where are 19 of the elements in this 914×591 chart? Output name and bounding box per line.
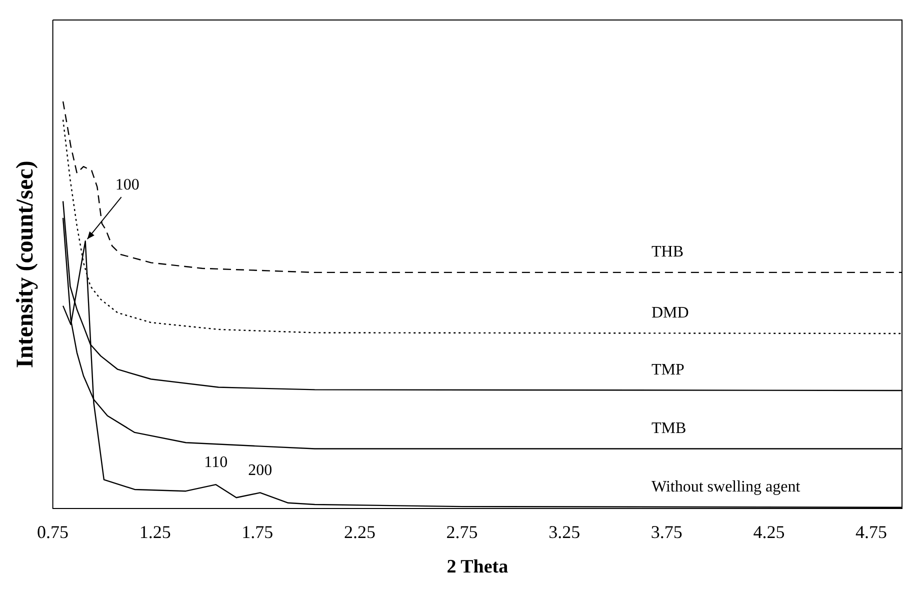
series-label: TMP <box>651 362 684 379</box>
annotation: 110 <box>204 454 228 471</box>
series-label: Without swelling agent <box>651 478 801 496</box>
x-tick-label: 0.75 <box>37 522 69 542</box>
x-axis-title: 2 Theta <box>446 556 509 578</box>
series-label: THB <box>651 244 684 261</box>
x-tick-label: 1.75 <box>242 522 274 542</box>
x-tick-label: 2.75 <box>446 522 478 542</box>
x-tick-label: 3.25 <box>548 522 580 542</box>
x-tick-label: 2.25 <box>344 522 376 542</box>
annotation: 200 <box>248 462 272 479</box>
annotation: 100 <box>115 176 140 194</box>
series-label: TMB <box>651 420 686 437</box>
x-tick-label: 1.25 <box>139 522 171 542</box>
y-axis-title: Intensity (count/sec) <box>12 160 39 368</box>
series-label: DMD <box>651 304 689 322</box>
x-tick-label: 4.25 <box>753 522 785 542</box>
x-tick-label: 3.75 <box>650 522 682 542</box>
x-tick-label: 4.75 <box>856 522 888 542</box>
